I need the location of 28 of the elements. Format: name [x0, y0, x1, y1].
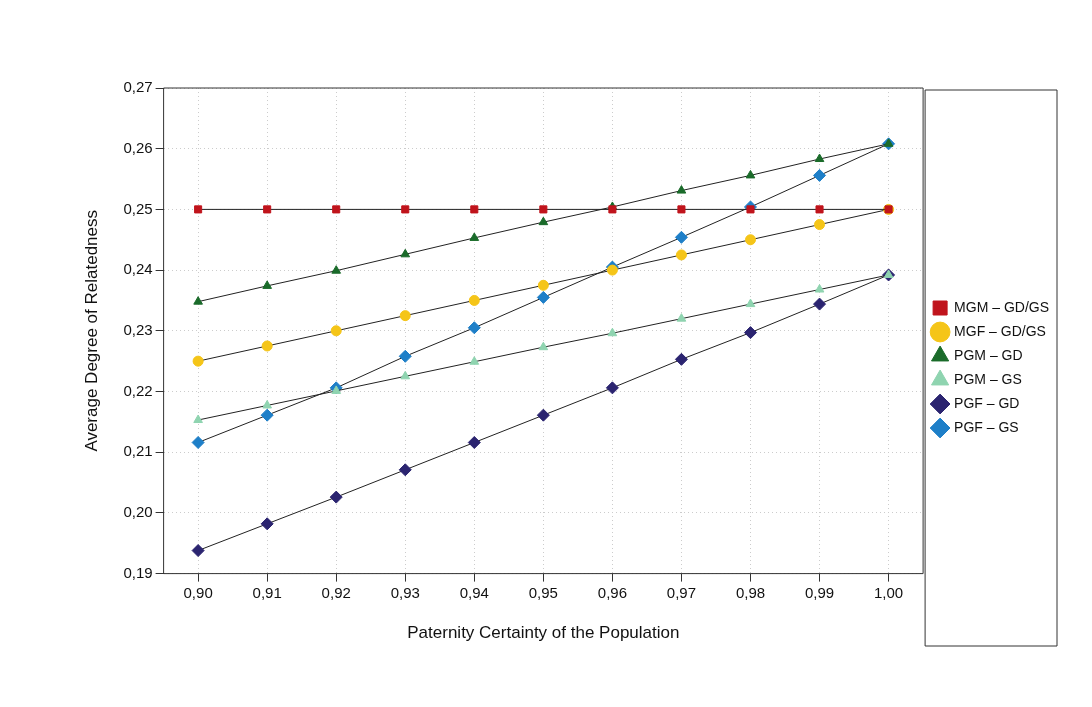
y-tick-label: 0,27 — [123, 78, 153, 96]
x-tick-label: 0,91 — [252, 583, 282, 601]
x-tick-label: 0,98 — [735, 583, 766, 601]
y-tick-label: 0,23 — [123, 320, 153, 338]
legend-label: MGM – GD/GS — [954, 298, 1050, 315]
legend-label: PGF – GS — [954, 418, 1019, 435]
x-tick-label: 1,00 — [873, 583, 904, 601]
y-tick-label: 0,24 — [123, 260, 153, 278]
y-tick-label: 0,19 — [123, 563, 153, 581]
x-tick-label: 0,93 — [390, 583, 420, 601]
y-tick-label: 0,21 — [123, 442, 153, 460]
x-tick-label: 0,92 — [321, 583, 351, 601]
legend-label: MGF – GD/GS — [954, 322, 1046, 339]
y-tick-label: 0,25 — [123, 199, 153, 217]
x-axis-title: Paternity Certainty of the Population — [407, 623, 680, 643]
x-tick-label: 0,96 — [597, 583, 627, 601]
x-tick-label: 0,90 — [183, 583, 213, 601]
x-tick-label: 0,97 — [666, 583, 697, 601]
legend-label: PGF – GD — [954, 394, 1020, 411]
y-tick-label: 0,26 — [123, 138, 153, 156]
y-tick-label: 0,22 — [123, 381, 153, 399]
x-tick-label: 0,94 — [459, 583, 489, 601]
y-tick-label: 0,20 — [123, 503, 153, 521]
legend-label: PGM – GD — [954, 346, 1023, 363]
x-tick-label: 0,99 — [804, 583, 835, 601]
y-axis-title: Average Degree of Relatedness — [81, 209, 101, 452]
x-tick-label: 0,95 — [528, 583, 558, 601]
legend-label: PGM – GS — [954, 370, 1022, 387]
